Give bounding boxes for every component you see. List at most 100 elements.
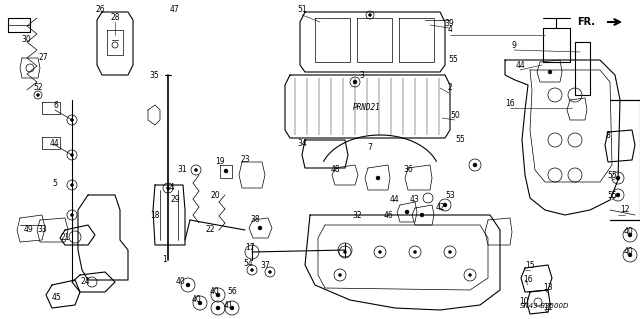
Text: 41: 41 — [223, 300, 233, 309]
Text: 32: 32 — [352, 211, 362, 219]
Circle shape — [70, 153, 74, 157]
Text: 44: 44 — [50, 138, 60, 147]
Circle shape — [195, 168, 198, 172]
Text: 19: 19 — [215, 158, 225, 167]
Circle shape — [224, 169, 228, 173]
Text: 44: 44 — [515, 61, 525, 70]
Text: 55: 55 — [455, 136, 465, 145]
Text: 5: 5 — [52, 179, 58, 188]
Text: 40: 40 — [210, 287, 220, 296]
Text: 6: 6 — [54, 100, 58, 109]
Circle shape — [250, 269, 253, 271]
Text: 47: 47 — [170, 5, 180, 14]
Text: PRND21: PRND21 — [353, 102, 381, 112]
Circle shape — [230, 306, 234, 310]
Circle shape — [70, 213, 74, 217]
Text: 50: 50 — [450, 110, 460, 120]
Text: 54: 54 — [243, 258, 253, 268]
Circle shape — [420, 213, 424, 217]
Circle shape — [473, 163, 477, 167]
Text: 26: 26 — [95, 5, 105, 14]
Circle shape — [548, 70, 552, 74]
Circle shape — [468, 273, 472, 277]
Circle shape — [353, 80, 357, 84]
Text: 52: 52 — [33, 84, 43, 93]
Text: 3: 3 — [360, 70, 364, 79]
Text: 18: 18 — [150, 211, 160, 219]
Text: 30: 30 — [21, 35, 31, 44]
Circle shape — [405, 210, 409, 214]
Circle shape — [449, 250, 451, 254]
Circle shape — [186, 283, 190, 287]
Text: 2: 2 — [447, 84, 452, 93]
Text: 39: 39 — [444, 19, 454, 27]
Text: 33: 33 — [37, 226, 47, 234]
Text: 44: 44 — [390, 196, 400, 204]
Text: 40: 40 — [624, 227, 634, 236]
Text: 49: 49 — [23, 226, 33, 234]
Text: 31: 31 — [177, 166, 187, 174]
Circle shape — [616, 176, 620, 180]
Text: 48: 48 — [330, 166, 340, 174]
Text: 16: 16 — [505, 99, 515, 108]
Text: 29: 29 — [170, 196, 180, 204]
Text: 45: 45 — [52, 293, 62, 301]
Circle shape — [70, 118, 74, 122]
Text: 22: 22 — [205, 226, 215, 234]
Text: 8: 8 — [605, 130, 611, 139]
Text: 15: 15 — [525, 261, 535, 270]
Text: 53: 53 — [445, 190, 455, 199]
Text: 10: 10 — [519, 298, 529, 307]
Text: 9: 9 — [511, 41, 516, 49]
Text: SN43-B3500D: SN43-B3500D — [520, 303, 570, 309]
Circle shape — [198, 301, 202, 305]
Text: 37: 37 — [260, 261, 270, 270]
Text: 17: 17 — [245, 243, 255, 253]
Circle shape — [443, 203, 447, 207]
Text: FR.: FR. — [577, 17, 595, 27]
Text: 20: 20 — [210, 190, 220, 199]
Text: 23: 23 — [240, 155, 250, 165]
Circle shape — [413, 250, 417, 254]
Text: 40: 40 — [624, 248, 634, 256]
Text: 21: 21 — [60, 234, 70, 242]
Text: 7: 7 — [367, 144, 372, 152]
Text: 24: 24 — [80, 278, 90, 286]
Circle shape — [344, 250, 346, 254]
Text: 55: 55 — [607, 190, 617, 199]
Circle shape — [376, 176, 380, 180]
Text: 14: 14 — [165, 183, 175, 192]
Circle shape — [166, 187, 170, 189]
Circle shape — [628, 233, 632, 237]
Text: 28: 28 — [110, 12, 120, 21]
Text: 51: 51 — [297, 5, 307, 14]
Circle shape — [378, 250, 381, 254]
Circle shape — [628, 253, 632, 257]
Circle shape — [269, 271, 271, 273]
Text: 55: 55 — [448, 56, 458, 64]
Text: 46: 46 — [383, 211, 393, 219]
Text: 13: 13 — [543, 284, 553, 293]
Circle shape — [369, 13, 371, 17]
Text: 4: 4 — [447, 26, 452, 34]
Text: 36: 36 — [403, 166, 413, 174]
Text: 56: 56 — [227, 287, 237, 296]
Circle shape — [70, 183, 74, 187]
Circle shape — [216, 293, 220, 297]
Text: 1: 1 — [163, 256, 168, 264]
Text: 40: 40 — [192, 295, 202, 305]
Text: 38: 38 — [250, 216, 260, 225]
Text: 43: 43 — [410, 196, 420, 204]
Text: 34: 34 — [297, 138, 307, 147]
Circle shape — [216, 306, 220, 310]
Text: 55: 55 — [607, 170, 617, 180]
Text: 16: 16 — [523, 276, 533, 285]
Text: 12: 12 — [620, 205, 630, 214]
Circle shape — [339, 273, 342, 277]
Text: 27: 27 — [38, 54, 48, 63]
Circle shape — [616, 193, 620, 197]
Text: 42: 42 — [435, 203, 445, 211]
Text: 11: 11 — [543, 303, 553, 313]
Circle shape — [258, 226, 262, 230]
Circle shape — [36, 93, 40, 97]
